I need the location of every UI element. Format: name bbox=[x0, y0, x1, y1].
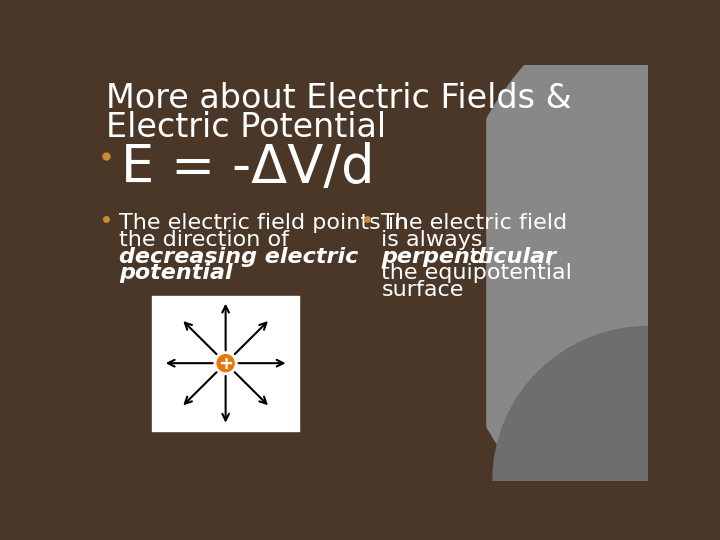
Bar bbox=[90, 65, 485, 481]
Text: the equipotential: the equipotential bbox=[382, 264, 572, 284]
Text: More about Electric Fields &: More about Electric Fields & bbox=[106, 82, 571, 114]
Text: decreasing electric: decreasing electric bbox=[120, 247, 359, 267]
Bar bbox=[152, 296, 300, 430]
Circle shape bbox=[446, 0, 720, 540]
Circle shape bbox=[493, 327, 720, 540]
Text: +: + bbox=[218, 355, 233, 373]
Text: to: to bbox=[463, 247, 492, 267]
Circle shape bbox=[217, 355, 234, 372]
Text: potential: potential bbox=[120, 264, 233, 284]
Text: The electric field points in: The electric field points in bbox=[120, 213, 409, 233]
Text: surface: surface bbox=[382, 280, 464, 300]
Text: The electric field: The electric field bbox=[382, 213, 567, 233]
Text: is always: is always bbox=[382, 230, 483, 249]
Text: the direction of: the direction of bbox=[120, 230, 289, 249]
Text: perpendicular: perpendicular bbox=[382, 247, 557, 267]
Text: Electric Potential: Electric Potential bbox=[106, 111, 386, 144]
Text: E = -ΔV/d: E = -ΔV/d bbox=[121, 142, 374, 194]
